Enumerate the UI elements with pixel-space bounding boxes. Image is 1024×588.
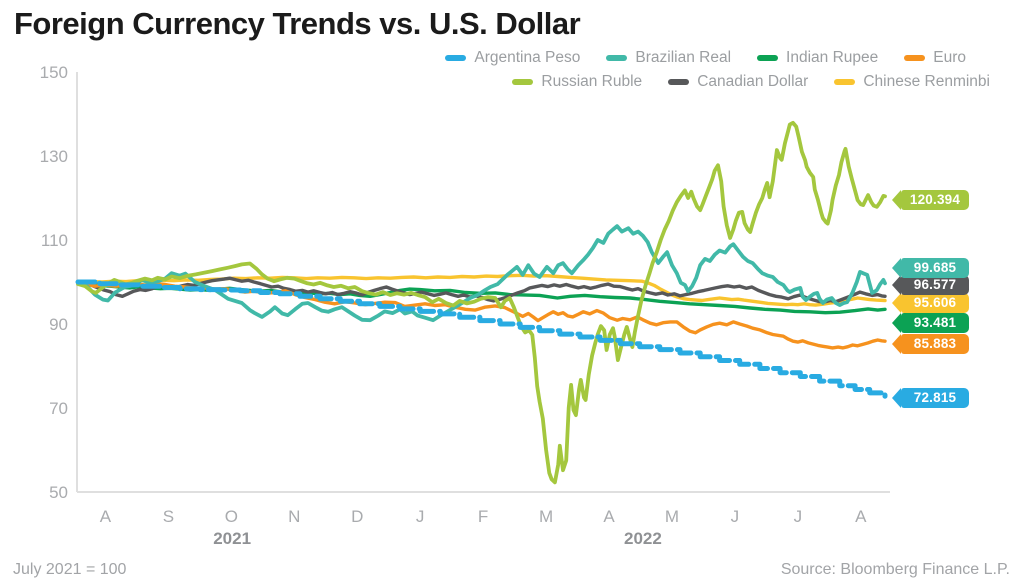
x-tick-label: J <box>731 507 740 526</box>
y-tick-label: 50 <box>49 483 68 502</box>
year-label: 2021 <box>213 529 251 548</box>
legend-item-brazilian_real: Brazilian Real <box>606 49 731 67</box>
legend-item-chinese_renminbi: Chinese Renminbi <box>834 73 990 91</box>
x-tick-label: A <box>100 507 112 526</box>
legend-item-indian_rupee: Indian Rupee <box>757 49 878 67</box>
legend-item-russian_ruble: Russian Ruble <box>512 73 642 91</box>
legend-swatch-icon <box>512 79 534 85</box>
legend-item-canadian_dollar: Canadian Dollar <box>668 73 808 91</box>
x-tick-label: M <box>539 507 553 526</box>
legend-swatch-icon <box>904 55 926 61</box>
x-tick-label: D <box>351 507 363 526</box>
legend-label: Indian Rupee <box>786 49 879 66</box>
source-credit: Source: Bloomberg Finance L.P. <box>780 561 1010 578</box>
footnote: July 2021 = 100 <box>13 561 127 578</box>
series-line-argentina_peso <box>75 279 888 399</box>
y-tick-label: 70 <box>49 399 68 418</box>
series-line-russian_ruble <box>76 120 887 485</box>
x-tick-label: N <box>288 507 300 526</box>
legend-swatch-icon <box>445 55 467 61</box>
legend-swatch-icon <box>757 55 779 61</box>
legend-swatch-icon <box>606 55 628 61</box>
legend-label: Canadian Dollar <box>697 73 809 90</box>
legend-item-argentina_peso: Argentina Peso <box>445 49 580 67</box>
x-tick-label: M <box>665 507 679 526</box>
series-line-brazilian_real <box>76 224 887 323</box>
y-tick-label: 130 <box>40 147 68 166</box>
y-tick-label: 90 <box>49 315 68 334</box>
legend-label: Euro <box>933 49 966 66</box>
legend-item-euro: Euro <box>904 49 966 67</box>
x-tick-label: A <box>603 507 615 526</box>
chart-title: Foreign Currency Trends vs. U.S. Dollar <box>14 6 581 41</box>
x-tick-label: J <box>794 507 803 526</box>
y-tick-label: 150 <box>40 63 68 82</box>
legend-swatch-icon <box>668 79 690 85</box>
legend-label: Argentina Peso <box>474 49 581 66</box>
legend-swatch-icon <box>834 79 856 85</box>
x-tick-label: F <box>478 507 488 526</box>
legend-row: Argentina Peso Brazilian Real Indian Rupee… <box>445 49 966 67</box>
legend-label: Chinese Renminbi <box>863 73 990 90</box>
legend-row: Russian Ruble Canadian Dollar Chinese Renm… <box>512 73 990 91</box>
x-tick-label: J <box>416 507 425 526</box>
year-label: 2022 <box>624 529 662 548</box>
legend-label: Russian Ruble <box>541 73 643 90</box>
x-tick-label: O <box>225 507 238 526</box>
x-tick-label: A <box>855 507 867 526</box>
series-line-chinese_renminbi <box>76 273 887 307</box>
legend: Argentina Peso Brazilian Real Indian Rupee… <box>445 49 990 91</box>
legend-label: Brazilian Real <box>635 49 732 66</box>
y-tick-label: 110 <box>41 231 68 250</box>
x-tick-label: S <box>163 507 174 526</box>
